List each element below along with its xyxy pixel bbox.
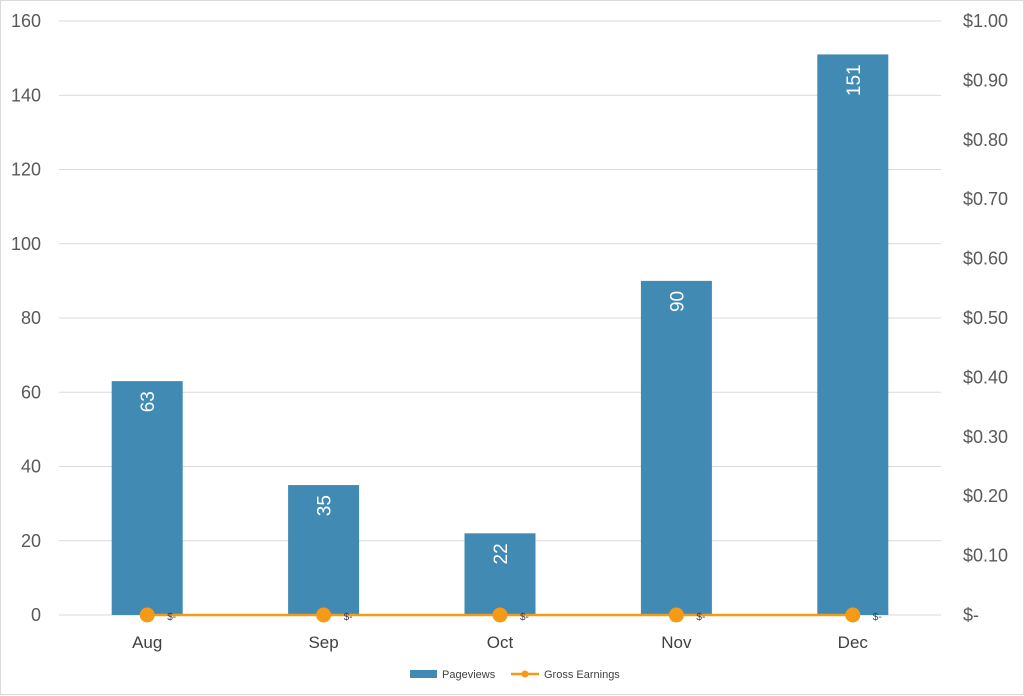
category-label: Oct (487, 633, 514, 652)
category-label: Sep (308, 633, 338, 652)
line-point (139, 607, 155, 623)
bar-data-label: 22 (491, 543, 512, 564)
category-label: Dec (838, 633, 869, 652)
pageviews-data-labels: 63 35 22 90 151 (138, 64, 865, 564)
bar-data-label: 63 (138, 391, 159, 412)
right-tick-label: $- (963, 605, 979, 625)
left-tick-label: 120 (11, 160, 41, 180)
left-tick-label: 160 (11, 11, 41, 31)
line-data-label: $- (696, 612, 705, 623)
line-data-label: $- (873, 612, 882, 623)
legend: Pageviews Gross Earnings (410, 669, 620, 681)
category-label: Aug (132, 633, 162, 652)
legend-swatch-pageviews (410, 670, 437, 678)
right-tick-label: $0.10 (963, 546, 1008, 566)
gridlines (59, 20, 941, 616)
left-tick-label: 20 (21, 531, 41, 551)
bar (288, 485, 360, 615)
category-label: Nov (661, 633, 692, 652)
bar-data-label: 151 (844, 64, 865, 96)
left-tick-label: 60 (21, 382, 41, 402)
left-tick-label: 0 (31, 605, 41, 625)
line-point (316, 607, 332, 623)
gross-earnings-data-labels: $- $- $- $- $- (167, 612, 882, 623)
right-tick-label: $0.50 (963, 308, 1008, 328)
bar (464, 533, 536, 615)
line-data-label: $- (167, 612, 176, 623)
right-tick-label: $0.70 (963, 189, 1008, 209)
line-data-label: $- (344, 612, 353, 623)
legend-swatch-marker (521, 670, 529, 678)
line-point (845, 607, 861, 623)
left-tick-label: 40 (21, 457, 41, 477)
right-tick-label: $0.30 (963, 427, 1008, 447)
bar (111, 381, 183, 615)
legend-label-pageviews: Pageviews (442, 669, 496, 681)
line-point (492, 607, 508, 623)
left-tick-label: 80 (21, 308, 41, 328)
right-tick-label: $0.20 (963, 486, 1008, 506)
right-tick-label: $0.80 (963, 130, 1008, 150)
left-axis: 0 20 40 60 80 100 120 140 160 (11, 11, 41, 625)
bar-data-label: 35 (315, 495, 336, 516)
right-axis: $- $0.10 $0.20 $0.30 $0.40 $0.50 $0.60 $0.70 $0.… (963, 11, 1008, 625)
pageviews-series (111, 54, 889, 616)
left-tick-label: 140 (11, 85, 41, 105)
line-point (668, 607, 684, 623)
right-tick-label: $0.90 (963, 70, 1008, 90)
right-tick-label: $0.40 (963, 367, 1008, 387)
bar (817, 54, 889, 616)
right-tick-label: $0.60 (963, 249, 1008, 269)
gross-earnings-series (139, 607, 861, 623)
right-tick-label: $1.00 (963, 11, 1008, 31)
left-tick-label: 100 (11, 234, 41, 254)
line-data-label: $- (520, 612, 529, 623)
legend-label-gross-earnings: Gross Earnings (544, 669, 620, 681)
bar (640, 280, 712, 615)
bar-data-label: 90 (667, 291, 688, 312)
x-axis: Aug Sep Oct Nov Dec (132, 633, 868, 652)
